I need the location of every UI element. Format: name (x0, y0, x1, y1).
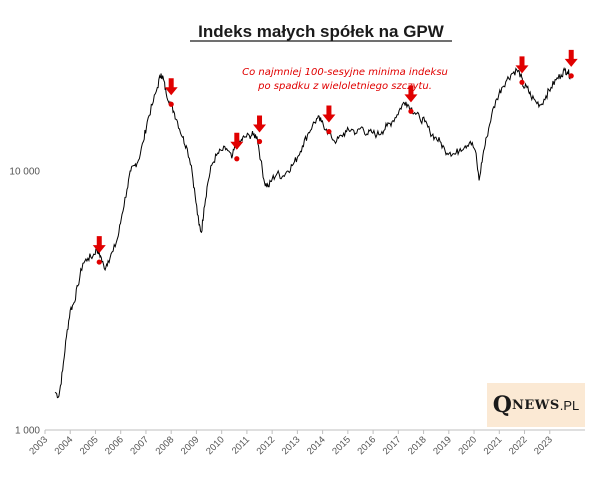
down-arrow-icon (564, 49, 578, 67)
annotation-line-1: Co najmniej 100-sesyjne minima indeksu (242, 67, 448, 78)
y-axis: 1 000 10 000 (9, 167, 40, 437)
x-tick-label: 2004 (53, 434, 76, 457)
down-arrow-icon (164, 78, 178, 96)
x-tick-label: 2007 (128, 434, 151, 457)
y-tick-label: 1 000 (15, 426, 40, 437)
x-tick-label: 2009 (179, 434, 202, 457)
minimum-marker-dot (256, 138, 263, 145)
x-tick-label: 2003 (27, 434, 50, 457)
chart-title: Indeks małych spółek na GPW (198, 22, 445, 41)
x-tick-label: 2011 (230, 434, 252, 456)
logo-pl: .PL (559, 397, 580, 413)
x-tick-label: 2005 (78, 434, 101, 457)
annotation-line-2: po spadku z wieloletniego szczytu. (257, 81, 432, 92)
x-axis: 2003 2004 2005 2006 2007 2008 2009 2010 2011 2012… (27, 430, 555, 457)
logo-q: Q (492, 392, 512, 418)
x-tick-label: 2006 (103, 434, 126, 457)
x-tick-label: 2010 (204, 434, 227, 457)
x-tick-label: 2019 (431, 434, 454, 457)
down-arrow-icon (404, 85, 418, 103)
minimum-marker-dot (408, 108, 414, 114)
minimum-marker-dot (519, 79, 525, 85)
x-tick-label: 2014 (305, 434, 328, 457)
markers (92, 49, 578, 265)
minimum-marker-dot (568, 73, 574, 79)
x-tick-label: 2008 (154, 434, 177, 457)
x-tick-label: 2022 (507, 434, 530, 457)
x-tick-label: 2012 (255, 434, 278, 457)
logo-news: NEWS (511, 397, 560, 413)
series-line (54, 66, 571, 399)
x-tick-label: 2017 (381, 434, 404, 457)
x-tick-label: 2015 (330, 434, 353, 457)
x-tick-label: 2016 (355, 434, 378, 457)
qnews-logo: Q NEWS .PL (487, 383, 585, 427)
minimum-marker-dot (234, 156, 240, 162)
down-arrow-icon (253, 115, 267, 133)
down-arrow-icon (230, 132, 244, 150)
down-arrow-icon (92, 236, 106, 254)
x-tick-label: 2013 (280, 434, 303, 457)
x-tick-label: 2023 (532, 434, 555, 457)
x-tick-label: 2021 (482, 434, 505, 457)
x-tick-label: 2018 (406, 434, 429, 457)
x-tick-label: 2020 (456, 434, 479, 457)
minimum-marker-dot (96, 259, 102, 265)
down-arrow-icon (515, 56, 529, 74)
minimum-marker-dot (326, 128, 332, 135)
minimum-marker-dot (168, 101, 174, 107)
down-arrow-icon (322, 105, 336, 123)
y-tick-label: 10 000 (9, 167, 40, 178)
